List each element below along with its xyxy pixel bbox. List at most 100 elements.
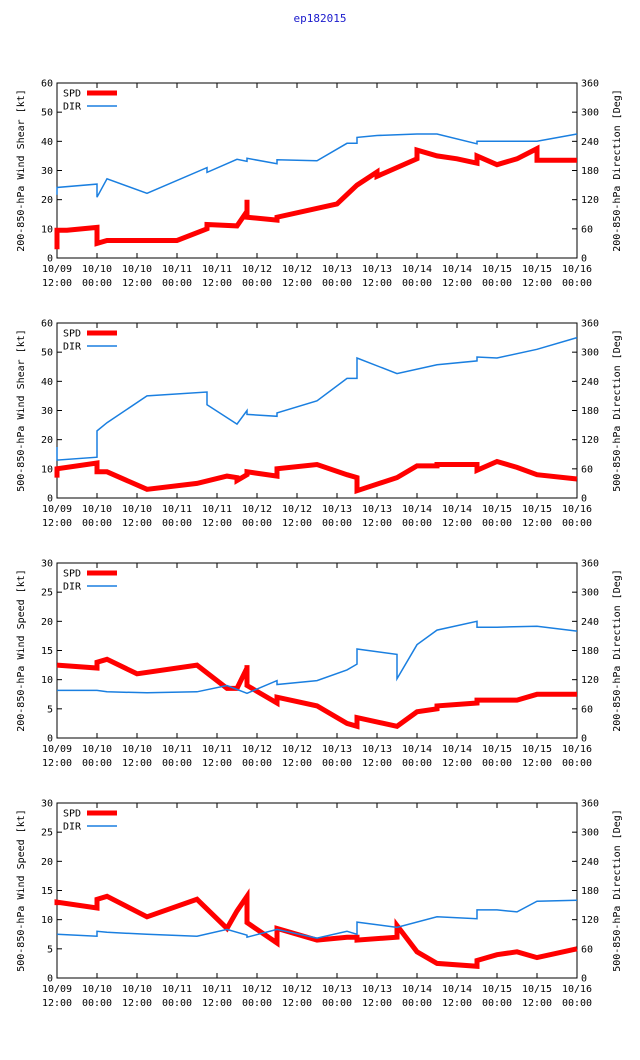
panel-1-xtick-label-date: 10/14 bbox=[402, 264, 432, 275]
panel-2-xtick-label-time: 00:00 bbox=[562, 518, 592, 529]
panel-1-xtick-label-date: 10/12 bbox=[282, 264, 312, 275]
panel-3-ylabel-right: 200-850-hPa Direction [Deg] bbox=[612, 569, 623, 732]
panel-2-xtick-label-date: 10/10 bbox=[122, 504, 152, 515]
panel-4-ytick-right-label: 300 bbox=[581, 828, 599, 839]
panel-2-xtick-label-date: 10/14 bbox=[402, 504, 432, 515]
panel-2-series-dir bbox=[56, 336, 578, 461]
panel-3-series-dir bbox=[57, 620, 578, 695]
panel-4-xtick-label-time: 00:00 bbox=[482, 998, 512, 1009]
panel-4-series-spd bbox=[54, 888, 578, 969]
panel-1-xtick-label-date: 10/13 bbox=[362, 264, 392, 275]
panel-3-xtick-label-time: 12:00 bbox=[42, 758, 72, 769]
panel-1-xtick-label-date: 10/09 bbox=[42, 264, 72, 275]
panel-1-ytick-left-label: 20 bbox=[41, 195, 53, 206]
panel-3-xtick-label-time: 12:00 bbox=[122, 758, 152, 769]
panel-1-series-dir bbox=[56, 133, 578, 198]
panel-4-xtick-label-date: 10/15 bbox=[482, 984, 512, 995]
panel-1-xtick-label-time: 00:00 bbox=[562, 278, 592, 289]
panel-1-xtick-label-time: 12:00 bbox=[362, 278, 392, 289]
panel-3-ytick-right-label: 360 bbox=[581, 559, 599, 570]
panel-4-xtick-label-time: 00:00 bbox=[402, 998, 432, 1009]
panel-3-xtick-label-date: 10/10 bbox=[122, 744, 152, 755]
panel-3-ytick-left-label: 15 bbox=[41, 646, 53, 657]
panel-4-xtick-label-date: 10/13 bbox=[362, 984, 392, 995]
panel-3-ytick-left-label: 30 bbox=[41, 559, 53, 570]
panel-3-ytick-right-label: 120 bbox=[581, 675, 599, 686]
panel-2-xtick-label-time: 00:00 bbox=[242, 518, 272, 529]
panel-3-xtick-label-time: 12:00 bbox=[202, 758, 232, 769]
panel-4-ytick-left-label: 30 bbox=[41, 799, 53, 810]
panel-4-xtick-label-date: 10/12 bbox=[282, 984, 312, 995]
panel-1-ytick-left-label: 50 bbox=[41, 108, 53, 119]
panel-2-ytick-left-label: 20 bbox=[41, 435, 53, 446]
panel-4-legend-label-spd: SPD bbox=[63, 809, 81, 820]
panel-2-ylabel-left: 500-850-hPa Wind Shear [kt] bbox=[16, 329, 27, 492]
panel-4-ytick-left-label: 15 bbox=[41, 886, 53, 897]
panel-3-series-spd bbox=[56, 656, 577, 730]
panel-1-ytick-right-label: 240 bbox=[581, 137, 599, 148]
panel-2-ytick-left-label: 40 bbox=[41, 377, 53, 388]
panel-2-ytick-right-label: 300 bbox=[581, 348, 599, 359]
panel-3-ytick-right-label: 180 bbox=[581, 646, 599, 657]
panel-4-xtick-label-time: 12:00 bbox=[202, 998, 232, 1009]
panel-4-xtick-label-date: 10/14 bbox=[442, 984, 472, 995]
panel-2-series-spd bbox=[54, 458, 578, 495]
panel-2-ytick-right-label: 120 bbox=[581, 435, 599, 446]
panel-2-xtick-label-time: 00:00 bbox=[402, 518, 432, 529]
panel-1-series-spd bbox=[54, 144, 577, 250]
panel-4-ytick-right-label: 0 bbox=[581, 974, 587, 985]
panel-1-xtick-label-date: 10/12 bbox=[242, 264, 272, 275]
panel-3-xtick-label-date: 10/15 bbox=[482, 744, 512, 755]
panel-2-xtick-label-date: 10/11 bbox=[202, 504, 232, 515]
panel-4-ylabel-right: 500-850-hPa Direction [Deg] bbox=[612, 809, 623, 972]
panel-4-plot-frame bbox=[56, 802, 578, 979]
panel-4-xtick-label-time: 00:00 bbox=[562, 998, 592, 1009]
panel-3-xtick-label-time: 00:00 bbox=[562, 758, 592, 769]
panel-4-xtick-label-time: 00:00 bbox=[162, 998, 192, 1009]
panel-3-xtick-label-date: 10/11 bbox=[202, 744, 232, 755]
panel-4-xtick-label-date: 10/10 bbox=[82, 984, 112, 995]
panel-3-plot-frame bbox=[56, 562, 578, 739]
panel-4-xtick-label-date: 10/11 bbox=[162, 984, 192, 995]
panel-3-ytick-right-label: 60 bbox=[581, 704, 593, 715]
panel-2-ytick-left-label: 10 bbox=[41, 464, 53, 475]
panel-1-ylabel-left: 200-850-hPa Wind Shear [kt] bbox=[16, 89, 27, 252]
panel-2-plot-frame bbox=[56, 322, 578, 499]
panel-3-xtick-label-date: 10/12 bbox=[242, 744, 272, 755]
panel-1-xtick-label-time: 00:00 bbox=[242, 278, 272, 289]
panel-4-legend-label-dir: DIR bbox=[63, 822, 82, 833]
panel-1-ytick-right-label: 60 bbox=[581, 224, 593, 235]
panel-3-legend-label-spd: SPD bbox=[63, 569, 81, 580]
panel-1-xtick-label-time: 12:00 bbox=[42, 278, 72, 289]
panel-2-xtick-label-time: 00:00 bbox=[322, 518, 352, 529]
panel-4-xtick-label-date: 10/09 bbox=[42, 984, 72, 995]
panel-2-xtick-label-date: 10/12 bbox=[242, 504, 272, 515]
panel-2-xtick-label-time: 12:00 bbox=[522, 518, 552, 529]
panel-2-ylabel-right: 500-850-hPa Direction [Deg] bbox=[612, 329, 623, 492]
panel-4-xtick-label-time: 00:00 bbox=[82, 998, 112, 1009]
panel-2-xtick-label-time: 12:00 bbox=[442, 518, 472, 529]
panel-2-xtick-label-date: 10/16 bbox=[562, 504, 592, 515]
panel-2-xtick-label-date: 10/09 bbox=[42, 504, 72, 515]
panel-3-xtick-label-date: 10/10 bbox=[82, 744, 112, 755]
figure-title: ep182015 bbox=[293, 12, 347, 25]
panel-1-xtick-label-time: 00:00 bbox=[482, 278, 512, 289]
panel-3-xtick-label-date: 10/14 bbox=[402, 744, 432, 755]
panel-4-xtick-label-time: 00:00 bbox=[322, 998, 352, 1009]
panel-1-xtick-label-time: 00:00 bbox=[402, 278, 432, 289]
panel-3-xtick-label-date: 10/13 bbox=[322, 744, 352, 755]
panel-4-xtick-label-time: 12:00 bbox=[282, 998, 312, 1009]
panel-4-xtick-label-date: 10/13 bbox=[322, 984, 352, 995]
panel-2-xtick-label-date: 10/13 bbox=[322, 504, 352, 515]
panel-2-xtick-label-time: 12:00 bbox=[42, 518, 72, 529]
panel-1-plot-frame bbox=[56, 82, 578, 259]
panel-3-ytick-left-label: 25 bbox=[41, 588, 53, 599]
panel-2-ytick-left-label: 0 bbox=[47, 494, 53, 505]
panel-2-xtick-label-time: 12:00 bbox=[362, 518, 392, 529]
panel-3-ytick-left-label: 0 bbox=[47, 734, 53, 745]
panel-2-legend-label-spd: SPD bbox=[63, 329, 81, 340]
panel-3-xtick-label-date: 10/15 bbox=[522, 744, 552, 755]
panel-2-xtick-label-time: 00:00 bbox=[82, 518, 112, 529]
panel-4-xtick-label-time: 12:00 bbox=[442, 998, 472, 1009]
